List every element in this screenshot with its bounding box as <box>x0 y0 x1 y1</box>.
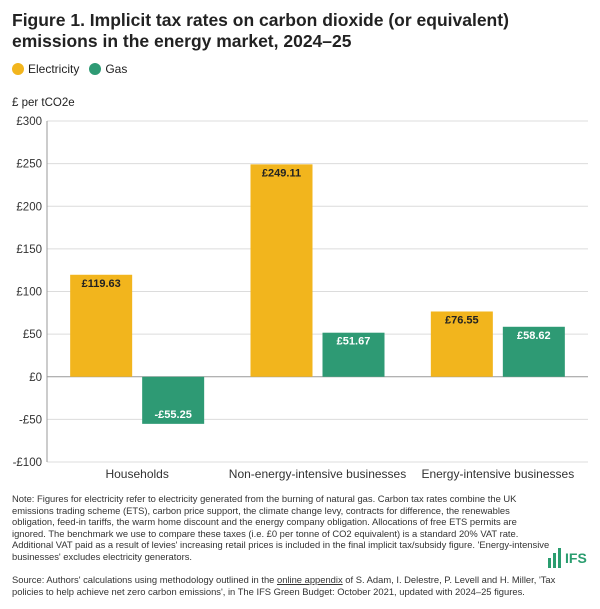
bar-chart: -£100 -£50 £0 £50 £100 £150 £200 £250 £300 £119.6… <box>13 116 588 481</box>
x-tick-label: Energy-intensive businesses <box>421 467 574 481</box>
y-tick-label: -£50 <box>19 414 42 426</box>
ifs-logo-text: IFS <box>565 550 587 566</box>
x-tick-label: Households <box>105 467 168 481</box>
bar-gas-3 <box>502 326 565 377</box>
figure-note: Note: Figures for electricity refer to e… <box>12 493 550 562</box>
bar-gas-1 <box>142 376 205 424</box>
data-label: £76.55 <box>445 314 479 326</box>
x-tick-label: Non-energy-intensive businesses <box>229 467 406 481</box>
legend-item-gas: Gas <box>89 62 127 76</box>
y-tick-label: £100 <box>16 287 42 299</box>
y-tick-label: -£100 <box>13 457 42 469</box>
data-label: -£55.25 <box>155 409 192 421</box>
y-tick-label: £0 <box>29 372 42 384</box>
bar-electricity-3 <box>430 311 493 377</box>
ifs-logo: IFS <box>548 548 587 568</box>
bar-electricity-1 <box>70 274 133 377</box>
y-tick-label: £50 <box>23 329 42 341</box>
legend: Electricity Gas <box>12 62 137 76</box>
data-label: £51.67 <box>337 336 371 348</box>
ifs-logo-icon <box>548 548 562 568</box>
y-tick-label: £250 <box>16 159 42 171</box>
legend-label-gas: Gas <box>105 62 128 76</box>
source-suffix: of S. Adam, I. Delestre, P. Levell and H… <box>12 574 556 597</box>
data-label: £249.11 <box>262 167 301 179</box>
legend-label-electricity: Electricity <box>28 62 80 76</box>
y-tick-label: £150 <box>16 244 42 256</box>
bar-electricity-2 <box>250 164 313 377</box>
data-label: £119.63 <box>82 278 121 290</box>
legend-swatch-gas <box>89 63 102 75</box>
legend-item-electricity: Electricity <box>12 62 79 76</box>
chart-title: Figure 1. Implicit tax rates on carbon d… <box>12 10 509 51</box>
legend-swatch-electricity <box>12 63 24 75</box>
y-tick-label: £200 <box>16 201 42 213</box>
data-label: £58.62 <box>517 330 551 342</box>
figure-source: Source: Authors' calculations using meth… <box>12 574 572 597</box>
bar-gas-2 <box>322 332 385 377</box>
y-tick-label: £300 <box>16 116 42 128</box>
y-axis-unit-label: £ per tCO2e <box>12 97 75 109</box>
source-prefix: Source: Authors' calculations using meth… <box>12 574 277 585</box>
online-appendix-link[interactable]: online appendix <box>276 574 343 585</box>
